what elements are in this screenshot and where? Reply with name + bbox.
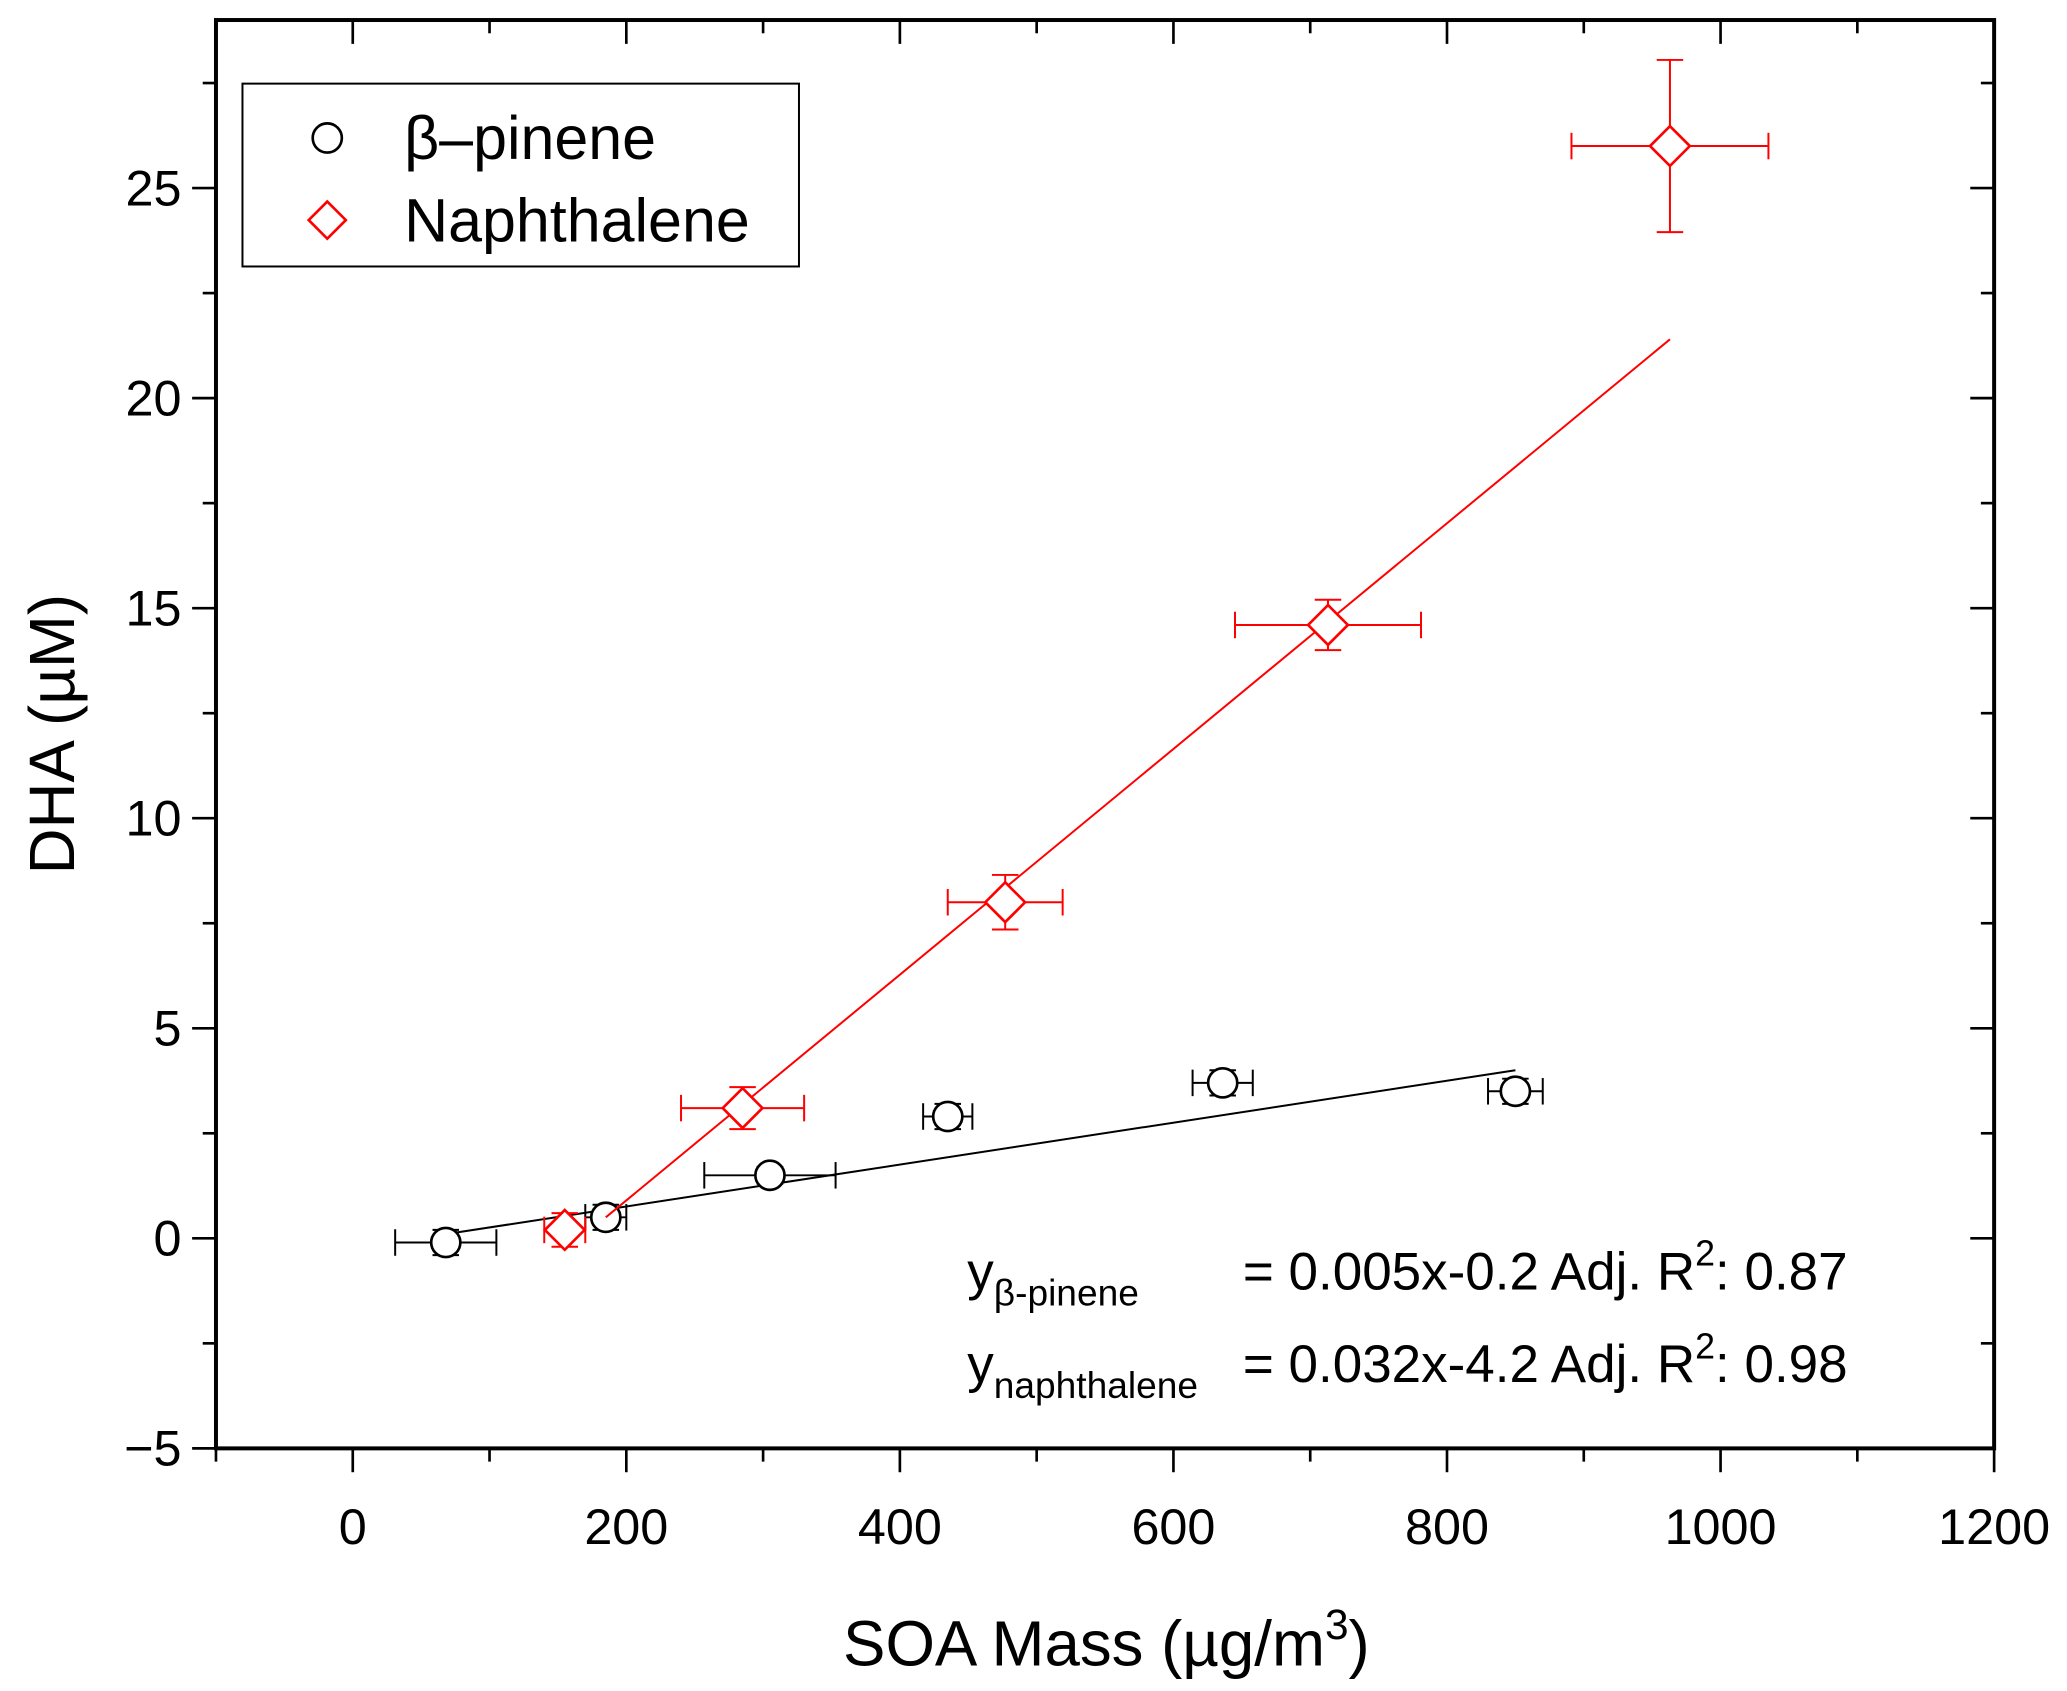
diamond-marker [720,1086,765,1130]
y-tick-label: 20 [126,369,182,426]
data-point-naphthalene [946,873,1064,931]
x-tick-label: 0 [339,1498,367,1555]
data-point-naphthalene [1570,58,1770,234]
y-tick-label: 0 [154,1210,182,1267]
data-point-naphthalene [680,1086,806,1131]
data-point-beta-pinene [1191,1066,1254,1099]
legend-label-naphthalene: Naphthalene [404,186,750,254]
fit-line-beta-pinene [445,1069,1516,1236]
data-point-beta-pinene [394,1226,498,1259]
x-tick-label: 800 [1405,1498,1489,1555]
y-tick-label: 25 [126,159,182,216]
diamond-marker [983,880,1027,924]
fit-equations: yβ-pinene = 0.005x-0.2 Adj. R2: 0.87 yna… [967,1234,1847,1407]
x-tick-label: 200 [584,1498,668,1555]
legend-box [241,82,800,268]
diamond-marker [1306,603,1350,647]
y-tick-label: 10 [126,789,182,846]
equation-naphthalene: ynaphthalene [967,1335,1198,1406]
legend: β–pinene Naphthalene [241,82,800,268]
diamond-marker [1648,124,1692,168]
data-point-beta-pinene [1487,1075,1544,1108]
x-axis-title: SOA Mass (µg/m3) [843,1601,1370,1680]
fit-line-naphthalene [605,338,1671,1219]
data-point-naphthalene [1233,598,1423,652]
data-point-beta-pinene [703,1159,837,1192]
legend-circle-marker [311,122,344,154]
plot-frame [213,18,1997,1451]
circle-marker [754,1159,786,1192]
y-tick-label: 15 [126,579,182,636]
circle-marker [1206,1066,1239,1099]
data-point-naphthalene [543,1208,587,1252]
y-tick-label: 5 [154,999,182,1056]
data-point-beta-pinene [922,1100,974,1133]
circle-marker [1499,1075,1532,1108]
legend-diamond-marker [306,199,348,241]
axis-ticks: 0 200 400 600 800 1000 1200 −5 0 5 10 15 20 25 [124,20,2050,1555]
legend-label-beta-pinene: β–pinene [404,104,656,172]
x-tick-label: 400 [858,1498,942,1555]
circle-marker [429,1226,462,1259]
x-tick-label: 1200 [1938,1498,2050,1555]
diamond-marker [543,1208,587,1252]
x-tick-label: 1000 [1665,1498,1777,1555]
y-tick-label: −5 [124,1420,181,1477]
plot-marks [394,58,1770,1259]
y-axis-title: DHA (µM) [17,594,88,874]
equation-beta-pinene-value: = 0.005x-0.2 Adj. R2: 0.87 [1243,1234,1848,1302]
x-tick-label: 600 [1131,1498,1215,1555]
circle-marker [931,1100,964,1133]
equation-beta-pinene: yβ-pinene [967,1242,1139,1313]
equation-naphthalene-value: = 0.032x-4.2 Adj. R2: 0.98 [1243,1326,1848,1394]
